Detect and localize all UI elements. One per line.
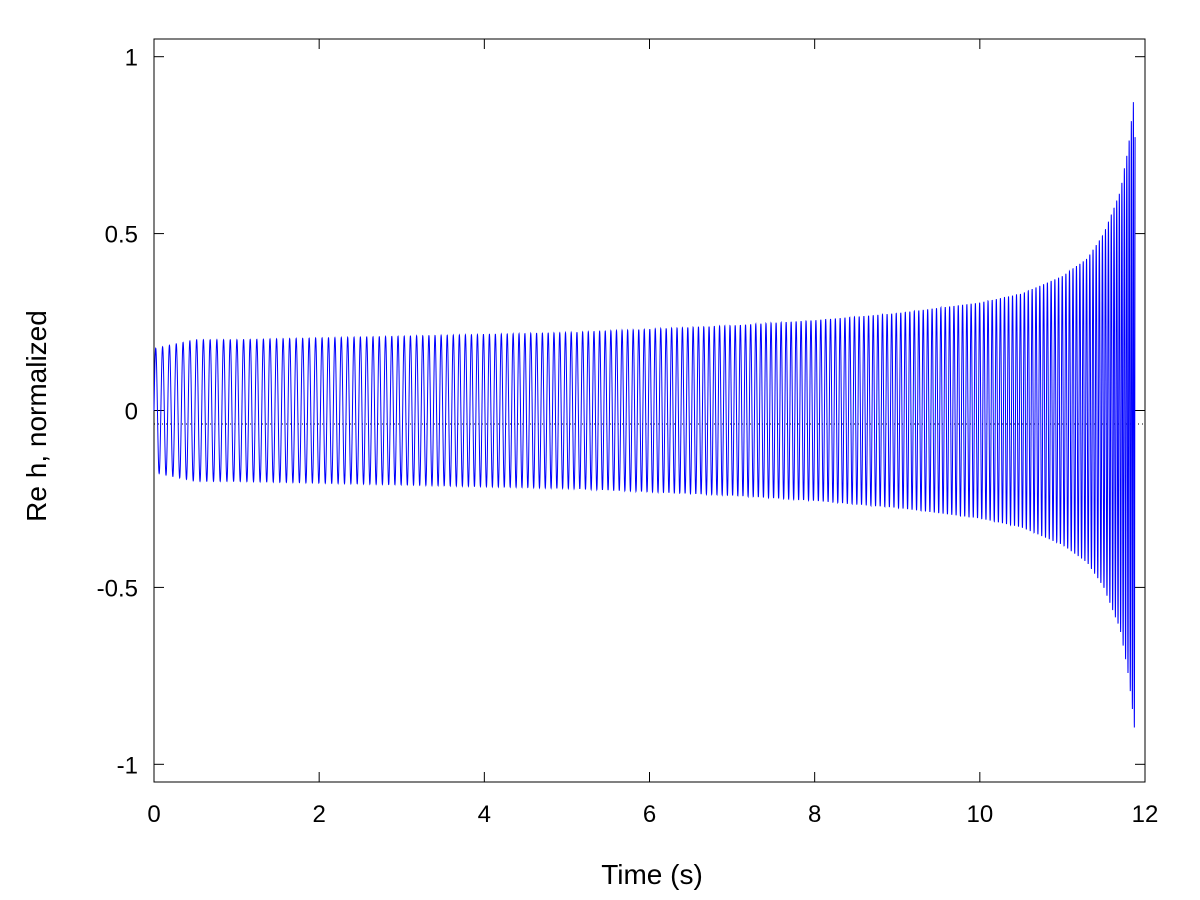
x-axis-title: Time (s) [601,859,703,890]
y-tick-label: 0 [125,399,138,426]
x-tick-label: 4 [478,801,491,828]
x-tick-label: 12 [1132,801,1159,828]
y-tick-label: -0.5 [97,575,138,602]
ticks [153,39,1146,782]
x-tick-label: 8 [808,801,821,828]
x-tick-label: 2 [312,801,325,828]
x-tick-label: 6 [643,801,656,828]
tick-labels: 0 2 4 6 8 10 12 -1 -0.5 0 0.5 1 [97,45,1159,828]
plot-frame [153,38,1146,783]
y-tick-label: 0.5 [105,222,138,249]
waveform-line [153,102,1136,728]
y-tick-label: 1 [125,45,138,72]
x-tick-label: 10 [966,801,993,828]
x-tick-label: 0 [147,801,160,828]
y-tick-label: -1 [117,752,138,779]
y-axis-title: Re h, normalized [21,310,52,522]
